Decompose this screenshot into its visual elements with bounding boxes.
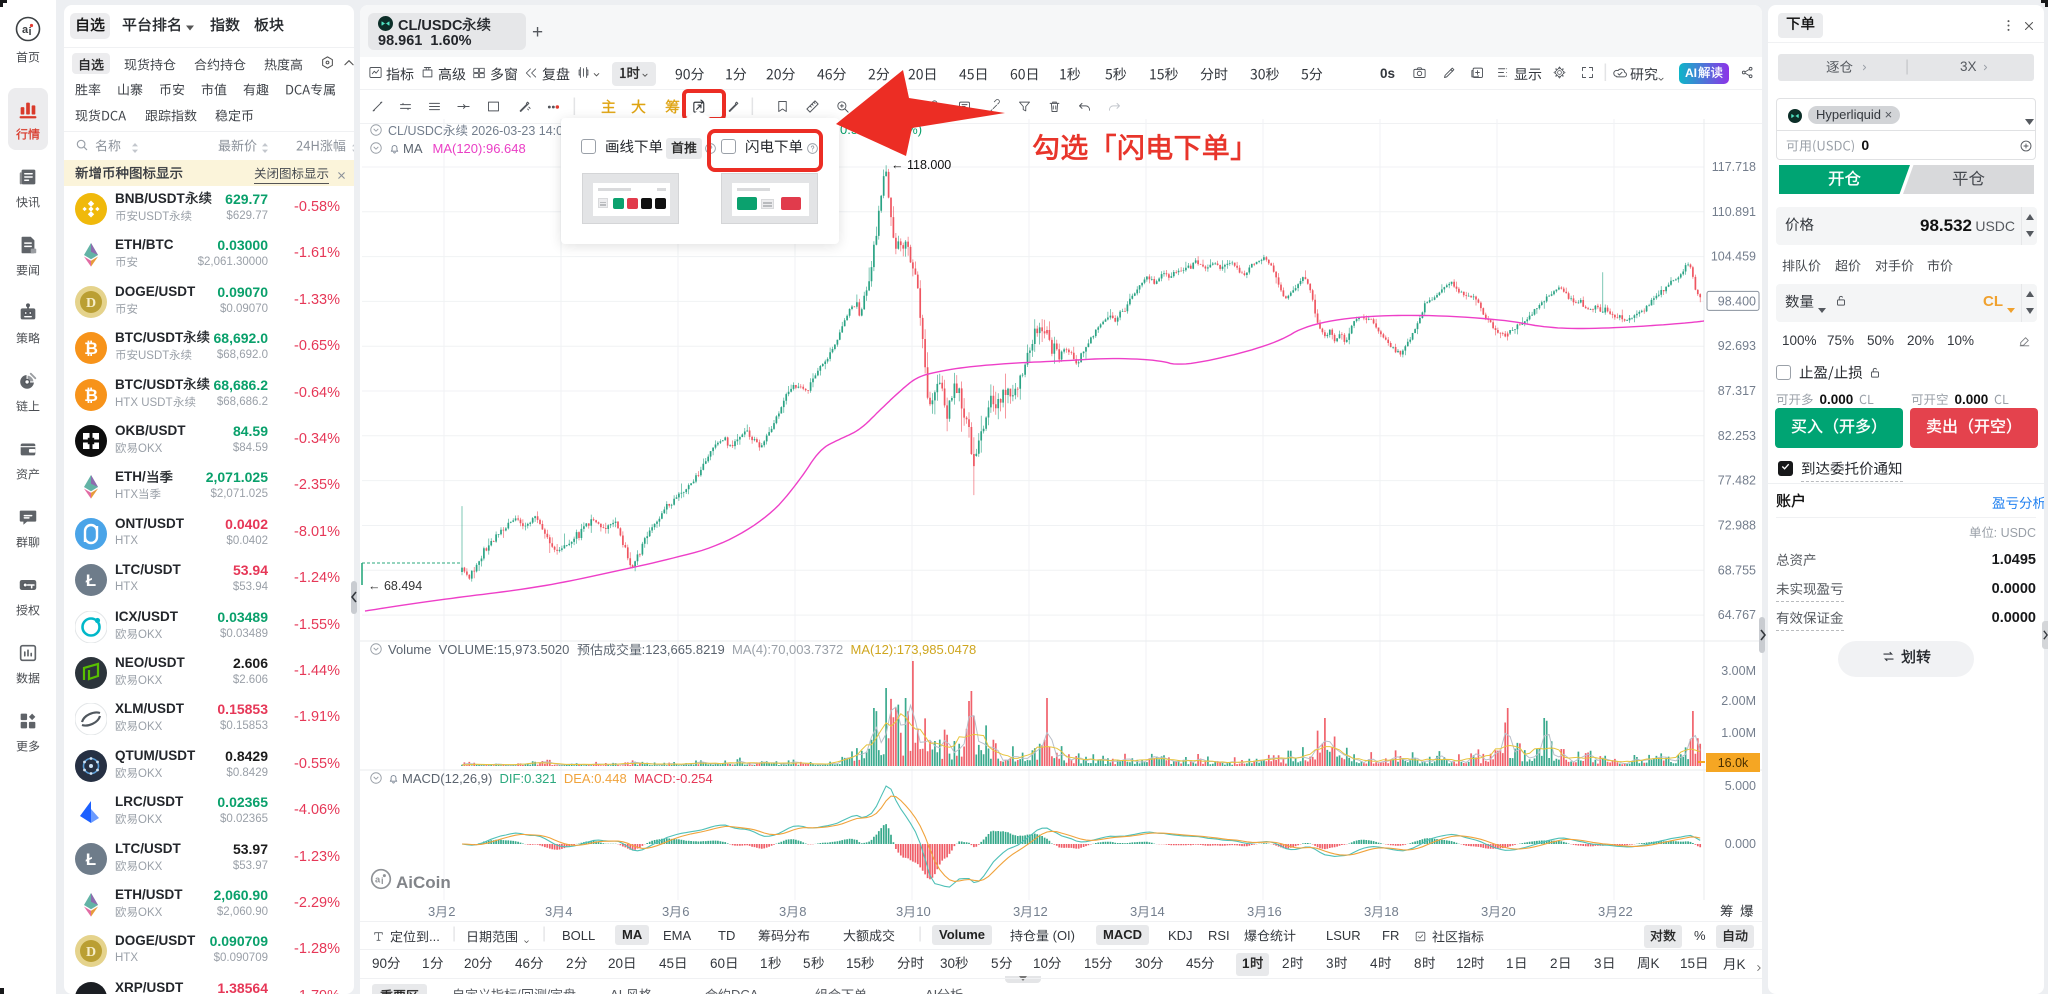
svg-text:87.317: 87.317 [1718,384,1756,398]
svg-text:₿: ₿ [84,339,98,358]
svg-text:Ł: Ł [86,571,96,590]
svg-text:64.767: 64.767 [1718,608,1756,622]
svg-text:5.000: 5.000 [1725,779,1756,793]
svg-text:0.000: 0.000 [1725,837,1756,851]
svg-text:68.755: 68.755 [1718,563,1756,577]
svg-text:Ł: Ł [86,850,96,869]
svg-text:i: i [381,876,384,886]
svg-text:D: D [86,296,96,311]
svg-text:92.693: 92.693 [1718,339,1756,353]
svg-text:1.00M: 1.00M [1721,726,1756,740]
svg-text:104.459: 104.459 [1711,250,1756,264]
svg-text:₿: ₿ [84,386,98,405]
svg-text:72.988: 72.988 [1718,519,1756,533]
svg-text:3.00M: 3.00M [1721,664,1756,678]
svg-text:a: a [22,24,29,36]
svg-text:98.400: 98.400 [1718,294,1756,308]
svg-text:110.891: 110.891 [1712,205,1756,219]
svg-text:← 118.000: ← 118.000 [891,158,951,172]
svg-text:2.00M: 2.00M [1721,694,1756,708]
svg-text:16.0k: 16.0k [1718,756,1749,770]
svg-text:i: i [29,26,32,38]
svg-text:82.253: 82.253 [1718,429,1756,443]
svg-text:117.718: 117.718 [1712,160,1756,174]
svg-text:a: a [375,874,381,884]
svg-text:← 68.494: ← 68.494 [368,579,422,593]
svg-text:77.482: 77.482 [1718,474,1756,488]
svg-text:D: D [86,945,96,960]
